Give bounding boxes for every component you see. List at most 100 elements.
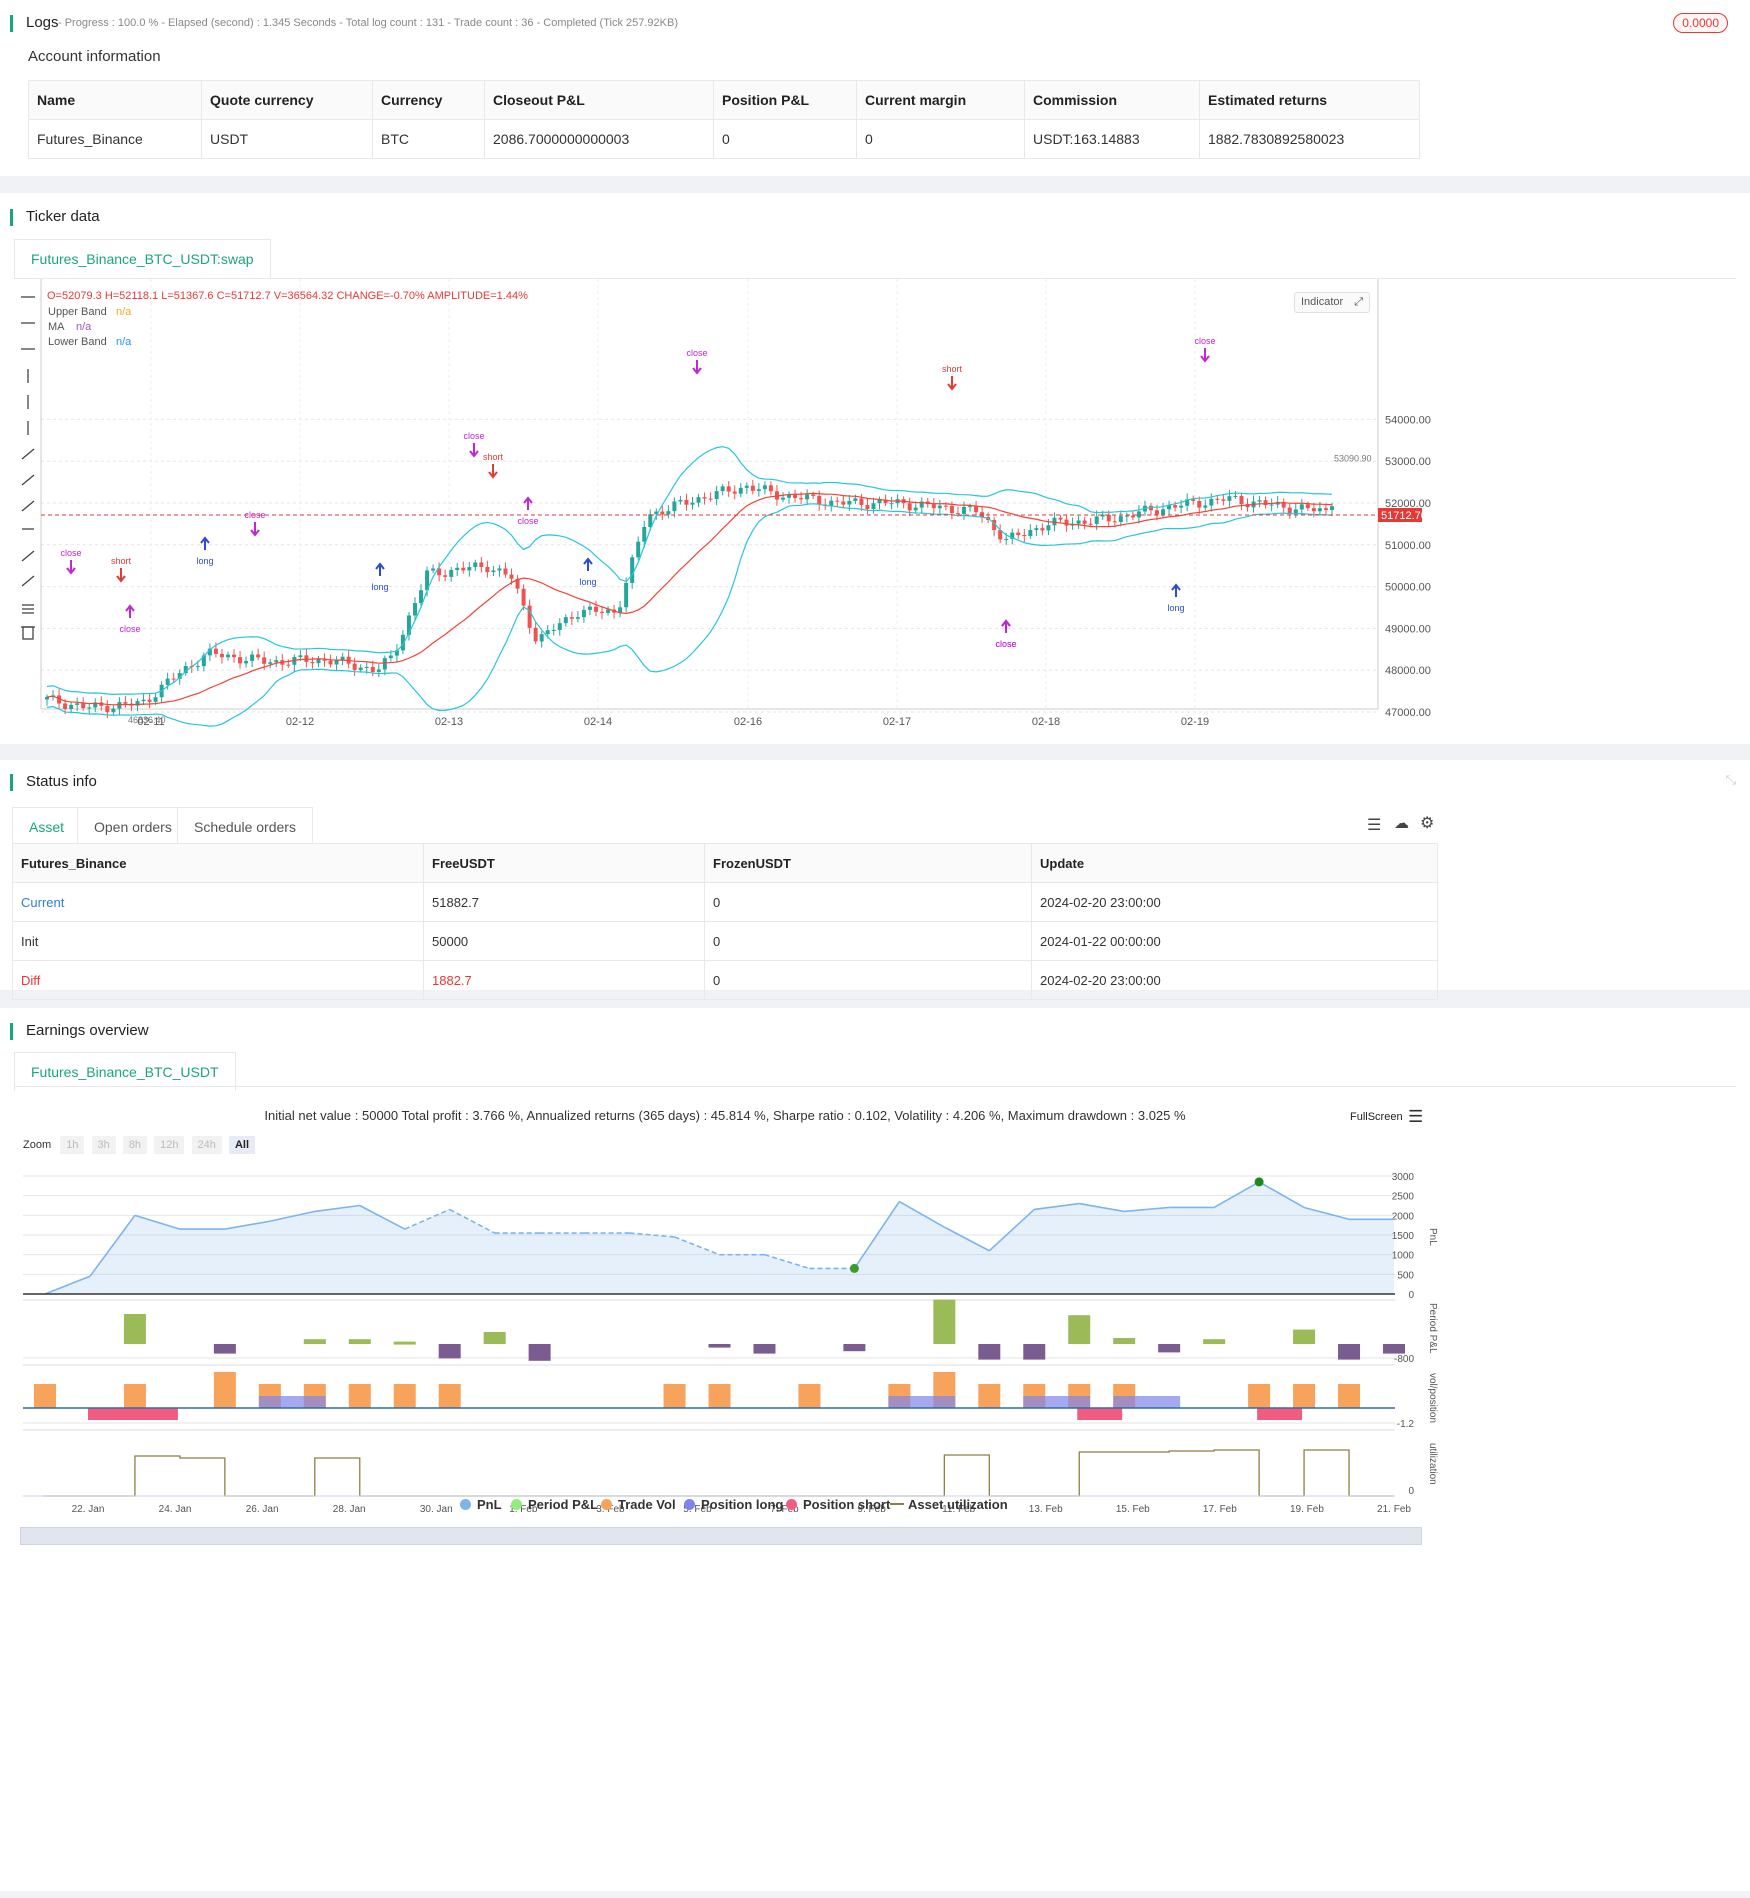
period-pnl-bar (1293, 1329, 1316, 1344)
tab-open-orders[interactable]: Open orders (77, 807, 189, 846)
period-pnl-bar (393, 1341, 416, 1345)
trade-marker-label: long (371, 582, 388, 592)
candle-body (1215, 498, 1220, 500)
candle-body (1257, 500, 1262, 502)
zoom-12h[interactable]: 12h (154, 1136, 185, 1154)
trade-marker-label: close (60, 548, 81, 558)
candle-body (1004, 538, 1009, 540)
pnl-tick-label: 0 (1408, 1290, 1414, 1301)
pnl-line-segment (89, 1214, 136, 1277)
candle-body (63, 703, 68, 709)
trade-vol-bar (1293, 1384, 1316, 1408)
trade-arrow-head (488, 471, 498, 479)
position-short-bar (87, 1408, 178, 1420)
vol-tick-label: -1.2 (1397, 1419, 1415, 1430)
candle-body (1209, 498, 1214, 506)
pnl-line-segment (449, 1208, 496, 1234)
candle-body (1076, 520, 1081, 524)
ohlc-readout: O=52079.3 H=52118.1 L=51367.6 C=51712.7 … (47, 290, 528, 302)
tab-schedule-orders[interactable]: Schedule orders (177, 807, 313, 846)
candle-body (913, 507, 918, 511)
indicator-button[interactable]: Indicator ⤢ (1294, 292, 1371, 313)
candle-body (955, 513, 960, 515)
candle-body (1227, 496, 1232, 501)
legend-position-short[interactable]: Position short (786, 1497, 890, 1512)
legend-dot-icon (786, 1499, 797, 1510)
zoom-1h[interactable]: 1h (60, 1136, 85, 1154)
toolbar-icons[interactable] (18, 289, 38, 649)
col-quote-currency: Quote currency (201, 80, 373, 120)
candle-body (370, 666, 375, 672)
ohlc-change: CHANGE=-0.70% (336, 290, 425, 302)
candle-body (93, 702, 98, 708)
zoom-bar: Zoom 1h 3h 8h 12h 24h All (23, 1136, 256, 1154)
candle-body (485, 566, 490, 573)
pnl-tick-label: 1500 (1392, 1231, 1415, 1242)
period-pnl-bar (438, 1344, 461, 1359)
fullscreen-button[interactable]: FullScreen (1350, 1111, 1403, 1123)
candlestick-chart[interactable]: 54000.00 53000.00 52000.00 51000.00 50000.00… (0, 279, 1720, 739)
zoom-3h[interactable]: 3h (91, 1136, 116, 1154)
zoom-all[interactable]: All (228, 1136, 256, 1154)
zoom-24h[interactable]: 24h (191, 1136, 222, 1154)
price-tick-label: 47000.00 (1385, 707, 1431, 719)
candle-body (334, 660, 339, 665)
ticker-card: Ticker data Futures_Binance_BTC_USDT:swa… (0, 193, 1750, 744)
candle-body (352, 663, 357, 670)
candle-body (412, 603, 417, 616)
candle-body (774, 491, 779, 500)
pnl-line-segment (674, 1236, 720, 1256)
col-name: Name (28, 80, 202, 120)
tab-underline (14, 1086, 1736, 1087)
candle-body (256, 654, 261, 658)
position-long-bar (888, 1396, 956, 1408)
col-exchange: Futures_Binance (12, 843, 424, 883)
candle-body (1197, 500, 1202, 508)
gear-icon[interactable]: ⚙ (1420, 815, 1435, 832)
logs-badge[interactable]: 0.0000 (1673, 13, 1728, 33)
cell: USDT (201, 119, 373, 159)
cloud-download-icon[interactable]: ☁ (1394, 815, 1409, 832)
tab-asset[interactable]: Asset (12, 807, 82, 846)
candle-body (702, 497, 707, 499)
candle-body (1082, 520, 1087, 524)
expand-icon[interactable]: ⤢ (1354, 296, 1364, 308)
last-price-label: 51712.70 (1381, 510, 1427, 522)
candle-body (1052, 517, 1057, 526)
legend-pnl[interactable]: PnL (460, 1497, 502, 1512)
date-tick-label: 02-17 (883, 716, 911, 728)
tab-earnings-symbol[interactable]: Futures_Binance_BTC_USDT (14, 1052, 236, 1091)
legend-trade-vol[interactable]: Trade Vol (601, 1497, 676, 1512)
collapse-icon[interactable]: ⤡ (1725, 772, 1736, 787)
table-row: Current 51882.7 0 2024-02-20 23:00:00 (12, 882, 1438, 922)
period-axis-title: Period P&L (1427, 1303, 1438, 1354)
tab-ticker-symbol[interactable]: Futures_Binance_BTC_USDT:swap (14, 239, 271, 278)
candle-body (835, 500, 840, 502)
candle-body (1028, 530, 1033, 536)
position-short-bar (1077, 1408, 1123, 1420)
candle-body (262, 657, 267, 664)
earnings-chart[interactable]: 3000 2500 2000 1500 1000 500 0 PnL -800 Period P&… (0, 1158, 1450, 1898)
candle-body (889, 503, 894, 505)
legend-position-long[interactable]: Position long (684, 1497, 783, 1512)
legend-period-pnl[interactable]: Period P&L (511, 1497, 598, 1512)
range-navigator[interactable] (20, 1527, 1422, 1545)
candle-body (1263, 500, 1268, 505)
candle-body (111, 708, 116, 713)
col-commission: Commission (1024, 80, 1200, 120)
period-pnl-bar (483, 1332, 506, 1344)
cell: 50000 (423, 921, 705, 961)
candle-body (696, 497, 701, 503)
candle-body (672, 501, 677, 512)
menu-icon[interactable]: ☰ (1408, 1107, 1424, 1126)
cell: 2024-02-20 23:00:00 (1031, 882, 1438, 922)
candle-body (593, 606, 598, 612)
high-marker-label: 53090.90 (1334, 453, 1372, 463)
list-icon[interactable]: ☰ (1367, 817, 1382, 834)
zoom-8h[interactable]: 8h (122, 1136, 148, 1154)
legend-asset-utilization[interactable]: Asset utilization (890, 1497, 1008, 1512)
candle-body (732, 491, 737, 494)
trade-marker: short (111, 556, 132, 583)
trade-vol-bar (393, 1384, 416, 1408)
col-position-pnl: Position P&L (713, 80, 857, 120)
